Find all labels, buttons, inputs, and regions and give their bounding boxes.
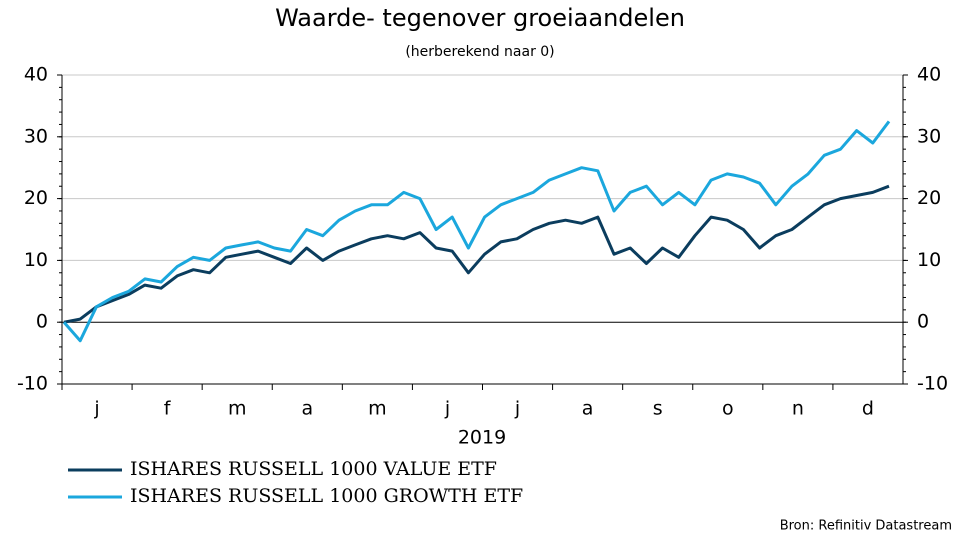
y2-tick-label: 10 (917, 249, 941, 271)
x-tick-label: s (653, 398, 663, 420)
x-tick-label: f (164, 398, 172, 420)
y2-tick-label: 40 (917, 64, 941, 86)
x-tick-label: j (444, 398, 450, 420)
y-tick-label: 30 (24, 125, 48, 147)
source: Bron: Refinitiv Datastream (780, 519, 952, 534)
y-tick-label: 20 (24, 187, 48, 209)
series-line (63, 184, 890, 324)
series-line (62, 120, 891, 343)
x-tick-label: j (93, 398, 99, 420)
x-tick-label: m (228, 398, 247, 420)
legend-label: ISHARES RUSSELL 1000 GROWTH ETF (130, 485, 523, 507)
y2-tick-label: 20 (917, 187, 941, 209)
y-tick-label: 0 (36, 311, 48, 333)
x-tick-label: a (582, 398, 594, 420)
chart-title: Waarde- tegenover groeiaandelen (275, 4, 685, 32)
y-tick-label: 10 (24, 249, 48, 271)
y-tick-label: 40 (24, 64, 48, 86)
y2-tick-label: 30 (917, 125, 941, 147)
x-tick-label: m (368, 398, 387, 420)
y2-tick-label: 0 (917, 311, 929, 333)
x-tick-label: n (792, 398, 804, 420)
x-tick-label: o (722, 398, 734, 420)
x-tick-label: a (301, 398, 313, 420)
x-tick-label: j (514, 398, 520, 420)
chart-subtitle: (herberekend naar 0) (405, 44, 554, 60)
x-axis-label: 2019 (458, 427, 506, 449)
y-tick-label: -10 (17, 373, 48, 395)
x-tick-label: d (862, 398, 874, 420)
y2-tick-label: -10 (917, 373, 948, 395)
legend-label: ISHARES RUSSELL 1000 VALUE ETF (130, 458, 497, 480)
